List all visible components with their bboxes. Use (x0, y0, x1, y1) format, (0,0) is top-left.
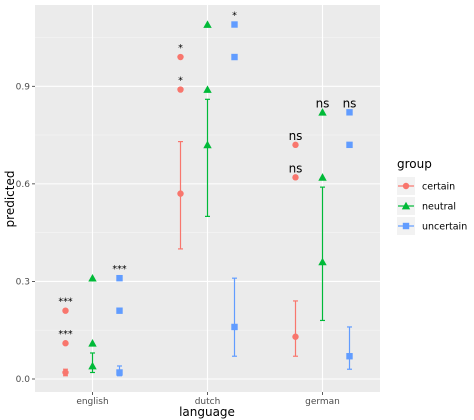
significance-label: ns (289, 129, 303, 143)
significance-label: *** (58, 329, 73, 340)
mean-point-uncertain (346, 353, 353, 360)
y-tick-label: 0.0 (16, 375, 31, 385)
marker-point-uncertain (346, 109, 353, 116)
axis-ticks: 0.0 0.3 0.6 0.9 english dutch german (16, 82, 340, 407)
marker-point-uncertain (116, 274, 123, 282)
chart-marks (62, 20, 353, 377)
marker-point-neutral (318, 173, 327, 181)
y-tick-label: 0.9 (16, 82, 31, 92)
y-tick-label: 0.3 (16, 277, 30, 287)
marker-point-neutral (318, 108, 327, 116)
marker-point-neutral (88, 273, 97, 282)
mean-point-neutral (203, 140, 212, 149)
marker-point-certain (177, 86, 184, 93)
significance-label: *** (112, 264, 127, 275)
legend-title: group (397, 157, 432, 171)
mean-point-uncertain (116, 369, 123, 376)
marker-point-neutral (203, 85, 212, 93)
y-tick-label: 0.6 (16, 180, 31, 190)
significance-label: ns (343, 96, 357, 110)
marker-point-neutral (203, 20, 212, 28)
mean-point-certain (177, 190, 184, 197)
marker-point-certain (177, 53, 184, 61)
mean-point-certain (292, 333, 299, 340)
legend-label-uncertain: uncertain (422, 222, 467, 233)
legend-key-uncertain (402, 222, 410, 230)
marker-point-uncertain (231, 21, 238, 28)
mean-point-uncertain (231, 323, 238, 331)
x-tick-label: english (76, 397, 108, 407)
marker-point-certain (62, 307, 69, 314)
significance-label: * (178, 76, 183, 87)
y-axis-title: predicted (3, 171, 17, 228)
legend-key-certain (402, 182, 410, 190)
mean-point-neutral (88, 361, 97, 370)
x-axis-title: language (179, 405, 235, 419)
marker-point-uncertain (346, 141, 353, 149)
significance-label: ns (316, 96, 330, 110)
x-tick-label: dutch (195, 397, 221, 407)
marker-point-certain (62, 340, 69, 347)
legend: group certain neutral uncertain (397, 157, 467, 235)
marker-point-uncertain (231, 53, 238, 61)
x-tick-label: german (305, 397, 340, 407)
significance-label: *** (58, 297, 73, 308)
legend-label-neutral: neutral (422, 202, 456, 213)
mean-point-certain (62, 369, 69, 376)
significance-label: ns (289, 161, 303, 175)
marker-point-certain (292, 141, 299, 149)
marker-point-uncertain (116, 307, 123, 314)
legend-label-certain: certain (422, 182, 455, 193)
mean-point-neutral (318, 257, 327, 266)
significance-label: * (232, 11, 237, 22)
significance-label: * (178, 43, 183, 54)
legend-key-neutral (401, 201, 411, 210)
marker-point-certain (292, 174, 299, 181)
marker-point-neutral (88, 339, 97, 347)
